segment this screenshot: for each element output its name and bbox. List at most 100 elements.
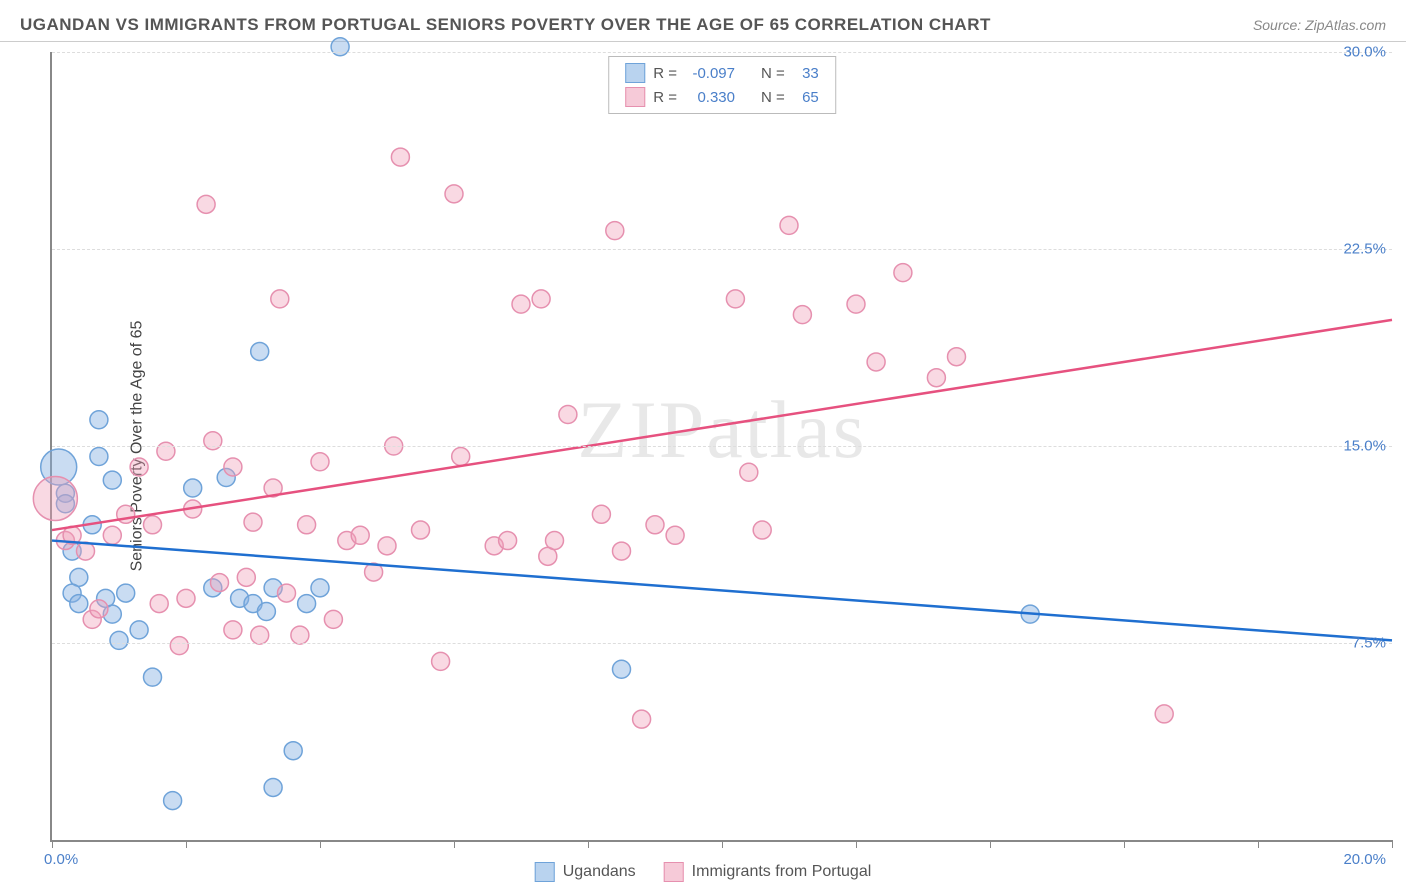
chart-plot-area: ZIPatlas R =-0.097N =33R =0.330N =65 0.0…: [50, 52, 1392, 842]
series-legend: Ugandans Immigrants from Portugal: [535, 862, 872, 882]
data-point: [204, 432, 222, 450]
data-point: [291, 626, 309, 644]
data-point: [251, 626, 269, 644]
data-point: [867, 353, 885, 371]
data-point: [103, 526, 121, 544]
x-tick: [52, 840, 53, 848]
data-point: [452, 448, 470, 466]
data-point: [244, 513, 262, 531]
data-point: [157, 442, 175, 460]
data-point: [559, 405, 577, 423]
data-point: [445, 185, 463, 203]
x-tick: [1258, 840, 1259, 848]
chart-header: UGANDAN VS IMMIGRANTS FROM PORTUGAL SENI…: [0, 0, 1406, 42]
legend-swatch: [664, 862, 684, 882]
data-point: [164, 792, 182, 810]
r-value: -0.097: [685, 65, 735, 82]
data-point: [70, 595, 88, 613]
x-tick: [186, 840, 187, 848]
data-point: [847, 295, 865, 313]
data-point: [592, 505, 610, 523]
data-point: [532, 290, 550, 308]
data-point: [278, 584, 296, 602]
chart-title: UGANDAN VS IMMIGRANTS FROM PORTUGAL SENI…: [20, 15, 991, 35]
source-attribution: Source: ZipAtlas.com: [1253, 17, 1386, 33]
data-point: [324, 610, 342, 628]
data-point: [284, 742, 302, 760]
data-point: [257, 602, 275, 620]
x-axis-min-label: 0.0%: [44, 851, 78, 868]
data-point: [512, 295, 530, 313]
data-point: [197, 195, 215, 213]
y-tick-label: 30.0%: [1343, 44, 1386, 61]
stats-row: R =0.330N =65: [625, 85, 819, 109]
data-point: [144, 668, 162, 686]
x-tick: [1124, 840, 1125, 848]
n-label: N =: [761, 65, 785, 82]
data-point: [666, 526, 684, 544]
data-point: [646, 516, 664, 534]
data-point: [264, 778, 282, 796]
data-point: [170, 637, 188, 655]
stats-row: R = -0.097 N = 33: [625, 61, 819, 85]
data-point: [432, 652, 450, 670]
x-tick: [588, 840, 589, 848]
data-point: [90, 411, 108, 429]
data-point: [33, 477, 77, 521]
data-point: [378, 537, 396, 555]
data-point: [110, 631, 128, 649]
x-tick: [1392, 840, 1393, 848]
data-point: [224, 621, 242, 639]
gridline: [52, 446, 1392, 447]
legend-label: Immigrants from Portugal: [692, 863, 872, 881]
data-point: [224, 458, 242, 476]
trend-line: [52, 541, 1392, 641]
data-point: [546, 532, 564, 550]
correlation-stats-legend: R =-0.097N =33R =0.330N =65: [608, 56, 836, 114]
r-label: R =: [653, 65, 677, 82]
x-tick: [990, 840, 991, 848]
data-point: [793, 306, 811, 324]
data-point: [144, 516, 162, 534]
x-tick: [454, 840, 455, 848]
data-point: [311, 579, 329, 597]
data-point: [1155, 705, 1173, 723]
data-point: [613, 542, 631, 560]
r-value: 0.330: [685, 89, 735, 106]
data-point: [391, 148, 409, 166]
data-point: [90, 600, 108, 618]
data-point: [311, 453, 329, 471]
r-label: R =: [653, 89, 677, 106]
gridline: [52, 52, 1392, 53]
data-point: [90, 448, 108, 466]
data-point: [237, 568, 255, 586]
data-point: [103, 471, 121, 489]
n-value: 33: [793, 65, 819, 82]
n-label: N =: [761, 89, 785, 106]
y-tick-label: 7.5%: [1352, 635, 1386, 652]
data-point: [298, 516, 316, 534]
data-point: [780, 216, 798, 234]
legend-swatch: [625, 87, 645, 107]
data-point: [927, 369, 945, 387]
legend-label: Ugandans: [563, 863, 636, 881]
data-point: [351, 526, 369, 544]
data-point: [271, 290, 289, 308]
data-point: [753, 521, 771, 539]
y-tick-label: 22.5%: [1343, 241, 1386, 258]
data-point: [117, 584, 135, 602]
gridline: [52, 643, 1392, 644]
data-point: [298, 595, 316, 613]
data-point: [412, 521, 430, 539]
x-tick: [856, 840, 857, 848]
y-tick-label: 15.0%: [1343, 438, 1386, 455]
data-point: [726, 290, 744, 308]
data-point: [740, 463, 758, 481]
x-axis-max-label: 20.0%: [1343, 851, 1386, 868]
x-tick: [320, 840, 321, 848]
data-point: [251, 342, 269, 360]
legend-swatch: [535, 862, 555, 882]
data-point: [177, 589, 195, 607]
legend-item: Ugandans: [535, 862, 636, 882]
data-point: [331, 38, 349, 56]
